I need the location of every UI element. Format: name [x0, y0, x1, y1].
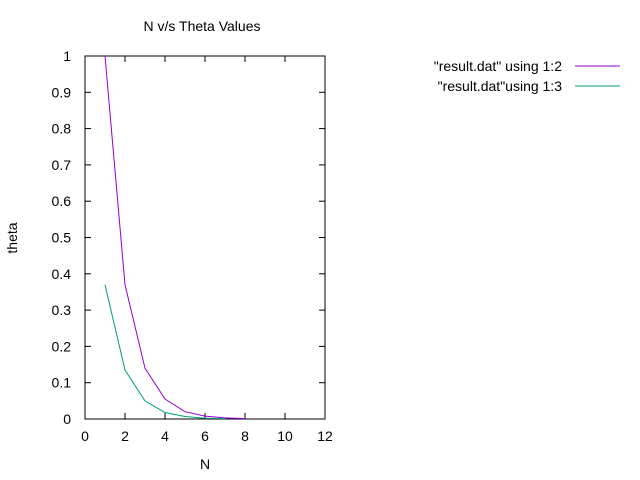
y-tick-label: 0.9: [52, 84, 72, 100]
x-axis-label: N: [200, 456, 210, 472]
x-tick-label: 8: [241, 428, 249, 444]
x-tick-label: 12: [317, 428, 333, 444]
axis-ticks: [84, 55, 326, 420]
x-tick-label: 6: [201, 428, 209, 444]
y-tick-label: 0.4: [52, 266, 72, 282]
y-tick-label: 0: [63, 411, 71, 427]
x-tick-label: 4: [161, 428, 169, 444]
series-lines: [104, 55, 246, 420]
x-tick-label: 10: [277, 428, 293, 444]
x-tick-label: 2: [121, 428, 129, 444]
legend: "result.dat" using 1:2 "result.dat"using …: [434, 58, 620, 94]
chart-title: N v/s Theta Values: [144, 18, 261, 34]
y-tick-label: 0.7: [52, 157, 72, 173]
y-axis-label: theta: [4, 222, 20, 253]
y-tick-label: 0.2: [52, 338, 72, 354]
y-tick-label: 0.1: [52, 375, 72, 391]
y-tick-label: 0.3: [52, 302, 72, 318]
y-tick-label: 0.6: [52, 193, 72, 209]
x-tick-label: 0: [81, 428, 89, 444]
y-tick-label: 0.8: [52, 121, 72, 137]
legend-label-2: "result.dat"using 1:3: [438, 78, 563, 94]
legend-label-1: "result.dat" using 1:2: [434, 58, 562, 74]
y-tick-label: 1: [63, 48, 71, 64]
series-line-1: [104, 55, 246, 420]
axis-tick-labels: 0 2 4 6 8 10 12 0 0.1 0.2 0.3 0.4 0.5 0.6 0.7 0.8 0.9 1: [52, 48, 333, 444]
series-line-2: [104, 284, 226, 420]
y-tick-label: 0.5: [52, 230, 72, 246]
